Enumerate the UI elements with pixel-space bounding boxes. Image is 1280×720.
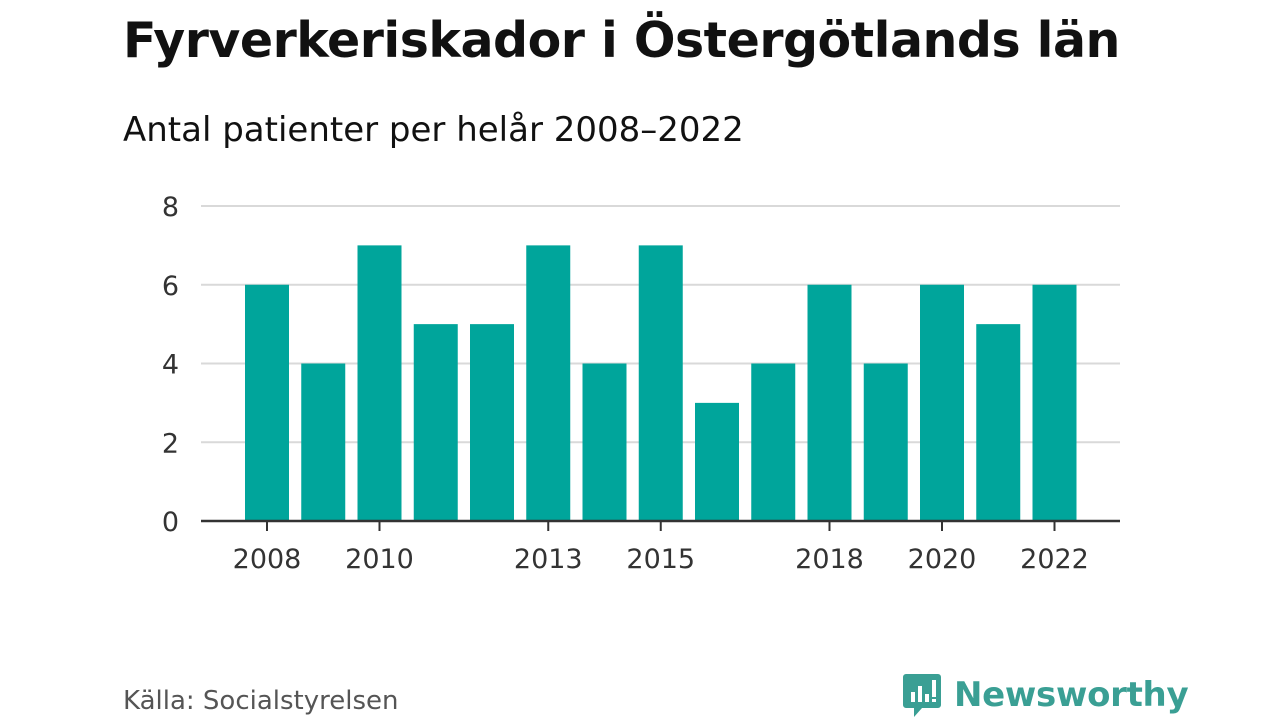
y-tick-label: 6	[162, 271, 179, 302]
bar-2012	[470, 324, 514, 521]
bar-2013	[526, 245, 571, 521]
x-tick-label: 2020	[908, 544, 977, 575]
bar-2022	[1032, 284, 1077, 521]
x-tick-label: 2022	[1020, 544, 1089, 575]
bar-2018	[807, 284, 852, 521]
bar-2009	[301, 363, 346, 521]
bar-2008	[245, 284, 289, 521]
y-tick-label: 8	[162, 192, 179, 223]
chart-title: Fyrverkeriskador i Östergötlands län	[123, 12, 1120, 69]
y-tick-label: 4	[162, 350, 179, 381]
bar-2015	[638, 245, 683, 521]
brand-name: Newsworthy	[954, 675, 1189, 715]
x-tick-label: 2018	[795, 544, 864, 575]
brand-logo: Newsworthy	[902, 672, 1189, 718]
bar-2019	[863, 363, 908, 521]
y-tick-label: 0	[162, 507, 179, 538]
bar-2017	[751, 363, 796, 521]
bar-2016	[695, 402, 739, 521]
chart-subtitle: Antal patienter per helår 2008–2022	[123, 110, 744, 150]
bar-chart: 0 2 4 6 8 2008 2010 2013 2015 2018 2020 2022	[162, 192, 1120, 575]
x-tick-label: 2013	[514, 544, 583, 575]
bar-2010	[357, 245, 402, 521]
source-note: Källa: Socialstyrelsen	[123, 686, 399, 716]
bar-2011	[413, 324, 458, 521]
x-tick-label: 2008	[233, 544, 302, 575]
bar-2021	[976, 324, 1021, 521]
y-tick-label: 2	[162, 428, 179, 459]
bar-2014	[582, 363, 627, 521]
x-tick-label: 2010	[345, 544, 414, 575]
x-tick-label: 2015	[626, 544, 695, 575]
bar-2020	[920, 284, 964, 521]
newsworthy-logo-icon	[903, 674, 941, 717]
